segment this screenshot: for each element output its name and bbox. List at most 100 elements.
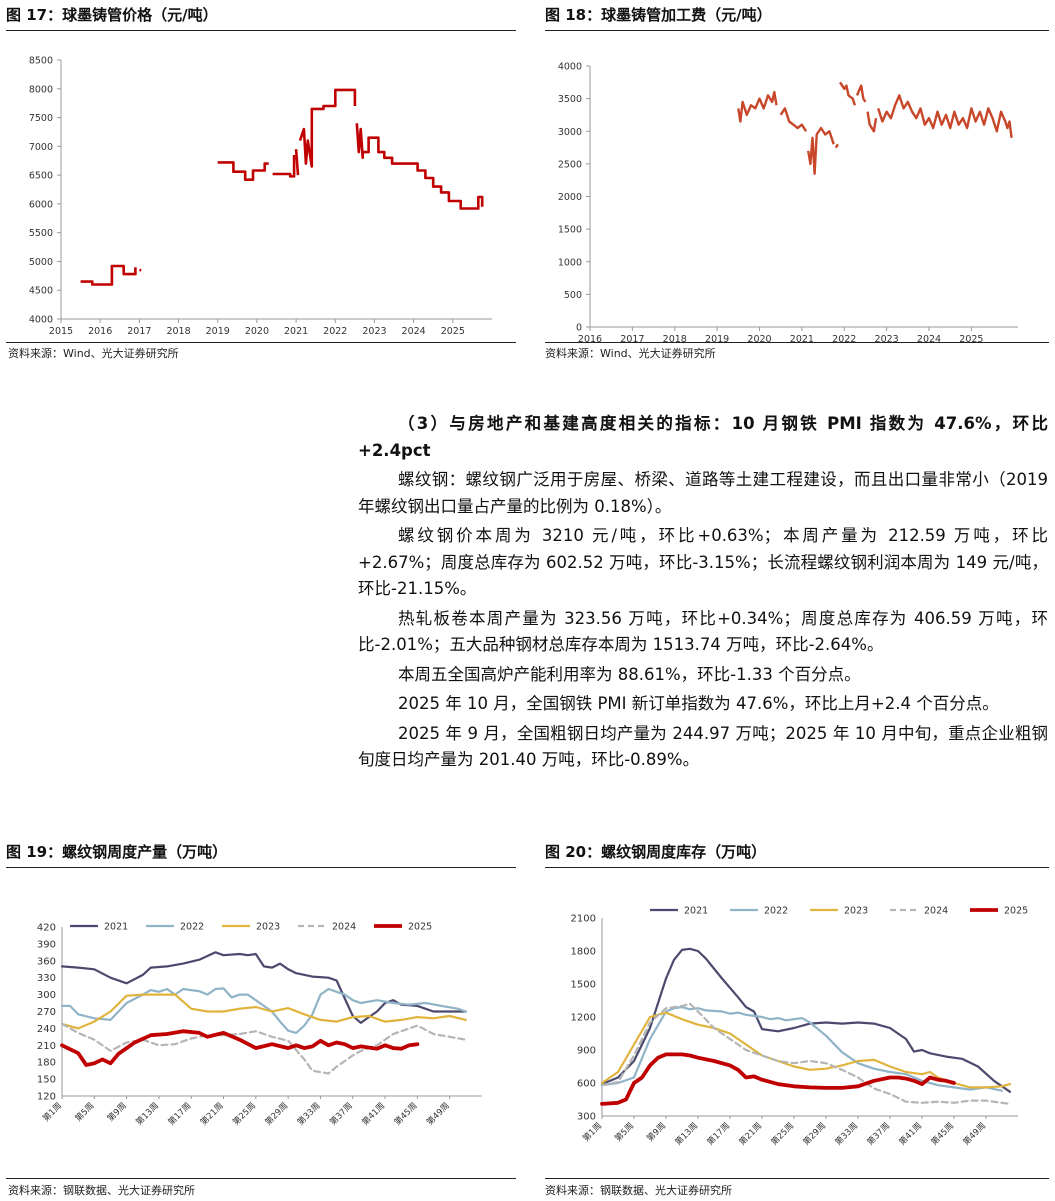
x-tick-label: 2017	[620, 334, 644, 345]
x-tick-label: 2024	[917, 334, 941, 345]
price-line-segment	[877, 94, 1013, 138]
y-tick-label: 1500	[558, 225, 582, 236]
figure-19-title: 图 19：螺纹钢周度产量（万吨）	[6, 843, 228, 861]
price-line-segment	[737, 90, 778, 123]
legend-label-2023: 2023	[256, 922, 280, 933]
figure-17-chart: 4000 4500 5000 5500 6000 6500 7000 7500 8000 8500…	[29, 56, 492, 337]
legend-label-2025: 2025	[1004, 906, 1028, 917]
y-tick-label: 8500	[29, 56, 53, 67]
legend-label-2021: 2021	[104, 922, 128, 933]
x-tick-label: 第9周	[644, 1120, 668, 1144]
figure-20-rule	[545, 867, 1049, 868]
y-tick-label: 300	[577, 1112, 596, 1123]
y-tick-label: 3500	[558, 94, 582, 105]
y-tick-label: 6000	[29, 199, 53, 210]
x-tick-label: 2016	[88, 326, 112, 337]
series-line-2021	[60, 951, 467, 1024]
x-tick-label: 2022	[323, 326, 347, 337]
y-tick-label: 6500	[29, 171, 53, 182]
x-tick-label: 第29周	[801, 1120, 828, 1147]
legend-label-2022: 2022	[764, 906, 788, 917]
x-tick-label: 2015	[49, 326, 73, 337]
legend-label-2021: 2021	[684, 906, 708, 917]
y-tick-label: 120	[37, 1092, 56, 1103]
legend-label-2022: 2022	[180, 922, 204, 933]
paragraph-pmi: 2025 年 10 月，全国钢铁 PMI 新订单指数为 47.6%，环比上月+2…	[398, 694, 999, 713]
x-tick-label: 2017	[127, 326, 151, 337]
y-tick-label: 0	[576, 323, 582, 334]
x-tick-label: 第17周	[166, 1100, 193, 1127]
y-tick-label: 2500	[558, 159, 582, 170]
y-tick-label: 1000	[558, 257, 582, 268]
series-line-2022	[600, 1005, 1004, 1092]
series-line-2021	[600, 947, 1012, 1093]
x-tick-label: 2024	[402, 326, 426, 337]
price-line-segment	[807, 126, 835, 175]
x-tick-label: 2025	[441, 326, 465, 337]
legend-label-2024: 2024	[924, 906, 948, 917]
section-heading: （3）与房地产和基建高度相关的指标：10 月钢铁 PMI 指数为 47.6%，环…	[358, 414, 1048, 460]
x-tick-label: 2021	[284, 326, 308, 337]
x-tick-label: 2022	[832, 334, 856, 345]
figure-20-chart: 300 600 900 1200 1500 1800 2100 第1周 第5周 第9周 第13周 第1…	[571, 906, 1029, 1148]
y-tick-label: 7000	[29, 142, 53, 153]
legend-label-2024: 2024	[332, 922, 356, 933]
x-tick-label: 第17周	[705, 1120, 732, 1147]
figure-18-title: 图 18：球墨铸管加工费（元/吨）	[545, 6, 772, 24]
figure-19-source: 资料来源：钢联数据、光大证券研究所	[8, 1184, 195, 1197]
x-tick-label: 第41周	[360, 1100, 387, 1127]
x-tick-label: 2020	[245, 326, 269, 337]
price-line-segment	[217, 161, 269, 181]
paragraph-blast-furnace: 本周五全国高炉产能利用率为 88.61%，环比-1.33 个百分点。	[398, 664, 861, 684]
x-tick-label: 2019	[705, 334, 729, 345]
x-tick-label: 第49周	[424, 1100, 451, 1127]
x-tick-label: 第1周	[580, 1120, 604, 1144]
x-tick-label: 第9周	[105, 1100, 129, 1124]
legend-label-2025: 2025	[408, 922, 432, 933]
y-tick-label: 1800	[571, 947, 596, 958]
price-line-segment	[855, 84, 867, 103]
x-tick-label: 第5周	[73, 1100, 97, 1124]
x-tick-label: 第13周	[134, 1100, 161, 1127]
y-tick-label: 4000	[29, 315, 53, 326]
figure-17-source: 资料来源：Wind、光大证券研究所	[8, 347, 179, 360]
y-tick-label: 5500	[29, 228, 53, 239]
paragraph-hot-rolled: 热轧板卷本周产量为 323.56 万吨，环比+0.34%；周度总库存为 406.…	[358, 608, 1048, 655]
x-tick-label: 第13周	[673, 1120, 700, 1147]
x-tick-label: 2018	[663, 334, 687, 345]
y-tick-label: 2000	[558, 192, 582, 203]
figure-17-title: 图 17：球墨铸管价格（元/吨）	[6, 6, 218, 24]
x-tick-label: 第33周	[833, 1120, 860, 1147]
paragraph-crude-steel: 2025 年 9 月，全国粗钢日均产量为 244.97 万吨；2025 年 10…	[358, 723, 1048, 770]
x-tick-label: 第41周	[897, 1120, 924, 1147]
y-tick-label: 390	[37, 939, 56, 950]
legend-label-2023: 2023	[844, 906, 868, 917]
x-tick-label: 第45周	[392, 1100, 419, 1127]
figure-20-bottom-rule	[545, 1178, 1049, 1179]
y-tick-label: 1500	[571, 980, 596, 991]
x-tick-label: 第37周	[865, 1120, 892, 1147]
paragraph-rebar-data: 螺纹钢价本周为 3210 元/吨，环比+0.63%；本周产量为 212.59 万…	[358, 526, 1048, 598]
x-tick-label: 2016	[578, 334, 602, 345]
x-tick-label: 第25周	[231, 1100, 258, 1127]
x-tick-label: 2023	[362, 326, 386, 337]
x-tick-label: 2021	[790, 334, 814, 345]
series-line-2024	[600, 1002, 1012, 1105]
y-tick-label: 360	[37, 956, 56, 967]
price-line-segment	[294, 149, 300, 176]
price-line-segment	[298, 88, 357, 168]
figure-20-source: 资料来源：钢联数据、光大证券研究所	[545, 1184, 732, 1197]
y-tick-label: 4000	[558, 62, 582, 73]
x-tick-label: 第5周	[612, 1120, 636, 1144]
figure-19-bottom-rule	[6, 1178, 516, 1179]
x-tick-label: 第1周	[40, 1100, 64, 1124]
x-tick-label: 2018	[166, 326, 190, 337]
figure-19-chart: 120150180210240270300330360390420第1周 第5周第…	[37, 922, 482, 1128]
analysis-text: （3）与房地产和基建高度相关的指标：10 月钢铁 PMI 指数为 47.6%，环…	[358, 411, 1048, 777]
y-tick-label: 2100	[571, 914, 596, 925]
x-tick-label: 2019	[206, 326, 230, 337]
x-tick-label: 2023	[875, 334, 899, 345]
series-line-2022	[60, 987, 467, 1034]
x-tick-label: 第33周	[295, 1100, 322, 1127]
y-tick-label: 500	[564, 290, 582, 301]
